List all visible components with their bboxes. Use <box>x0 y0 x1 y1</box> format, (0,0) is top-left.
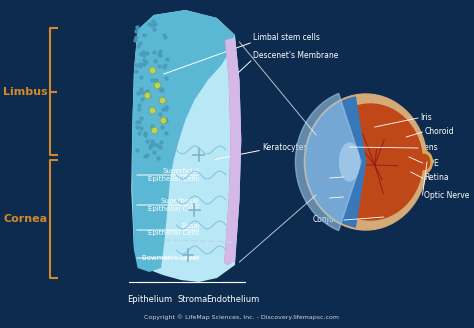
Text: Descenet's Membrane: Descenet's Membrane <box>253 51 338 59</box>
Text: Iris: Iris <box>420 113 431 122</box>
PathPatch shape <box>224 38 241 265</box>
Text: Cornea: Cornea <box>3 214 47 224</box>
Text: Bowman's Layer: Bowman's Layer <box>142 255 200 261</box>
Text: Superficial
Epithelial Cells: Superficial Epithelial Cells <box>148 169 200 181</box>
Text: Limbus: Limbus <box>3 87 47 97</box>
PathPatch shape <box>132 10 235 272</box>
Text: Basal
Epithelial Cells: Basal Epithelial Cells <box>148 223 200 236</box>
Text: Choroid: Choroid <box>424 128 454 136</box>
Text: Optic Nerve: Optic Nerve <box>424 191 470 199</box>
Text: Limbal stem cells: Limbal stem cells <box>253 33 320 43</box>
Text: RPE: RPE <box>424 158 439 168</box>
Text: Endothelium: Endothelium <box>207 295 260 304</box>
Text: Epithelium: Epithelium <box>127 295 172 304</box>
PathPatch shape <box>224 38 238 265</box>
Text: Lens: Lens <box>420 144 438 153</box>
Ellipse shape <box>339 143 359 181</box>
Text: Keratocytes: Keratocytes <box>262 144 307 153</box>
Text: Copyright © LifeMap Sciences, Inc. - Discovery.lifemapsc.com: Copyright © LifeMap Sciences, Inc. - Dis… <box>144 314 339 320</box>
Text: Stroma: Stroma <box>177 295 208 304</box>
Ellipse shape <box>419 154 430 170</box>
Text: Conjunctiva: Conjunctiva <box>312 215 358 224</box>
Circle shape <box>304 94 427 230</box>
Circle shape <box>318 104 422 220</box>
Text: Limbus: Limbus <box>312 194 340 202</box>
Text: Superbasal
Epithelial Cells: Superbasal Epithelial Cells <box>148 198 200 212</box>
Ellipse shape <box>416 151 432 173</box>
Text: Cornea: Cornea <box>312 174 340 182</box>
Wedge shape <box>295 93 361 231</box>
Wedge shape <box>306 97 366 227</box>
PathPatch shape <box>131 10 241 282</box>
Text: Retina: Retina <box>424 174 449 182</box>
